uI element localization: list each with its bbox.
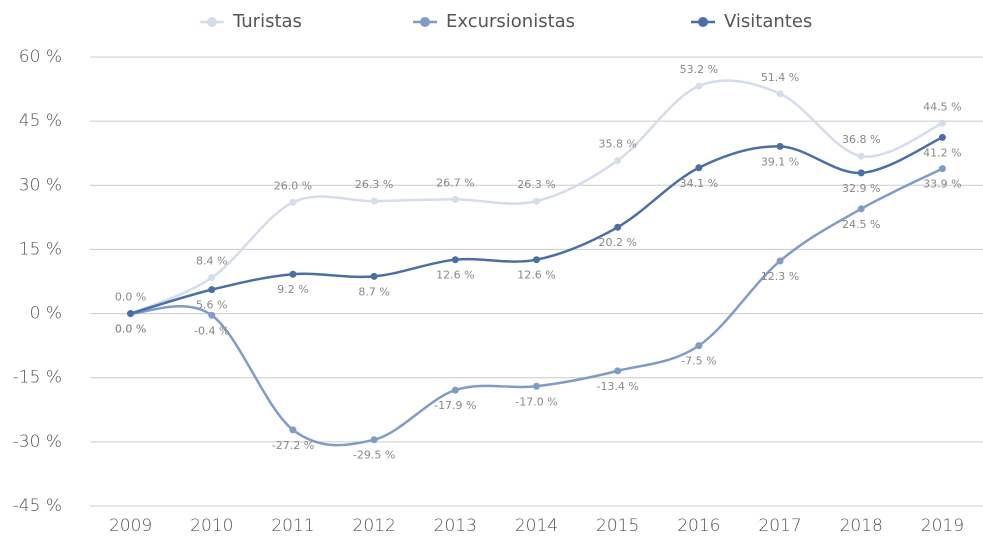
legend-marker: [420, 17, 430, 27]
point: [857, 152, 865, 160]
x-tick-label: 2017: [758, 516, 801, 536]
x-tick-label: 2013: [434, 516, 477, 536]
data-label: 20.2 %: [598, 236, 636, 249]
point: [776, 257, 784, 265]
data-label: 26.7 %: [436, 176, 474, 189]
data-label: 26.3 %: [517, 178, 555, 191]
data-label: -27.2 %: [272, 439, 314, 452]
point: [614, 367, 622, 375]
x-tick-label: 2016: [677, 516, 720, 536]
point: [208, 286, 216, 294]
point: [370, 197, 378, 205]
point: [938, 119, 946, 127]
legend-label: Visitantes: [724, 11, 812, 32]
y-tick-label: 0 %: [30, 304, 62, 324]
data-label: 12.6 %: [517, 269, 555, 282]
x-tick-label: 2018: [840, 516, 883, 536]
data-label: -7.5 %: [681, 355, 716, 368]
legend-marker: [698, 17, 708, 27]
point: [695, 82, 703, 90]
data-label: 26.0 %: [274, 179, 312, 192]
line: [130, 136, 943, 315]
data-label: 8.4 %: [196, 255, 227, 268]
point: [289, 270, 297, 278]
data-label: -29.5 %: [353, 449, 395, 462]
data-label: 39.1 %: [761, 155, 799, 168]
data-label: 53.2 %: [680, 63, 718, 76]
point: [533, 197, 540, 205]
x-tick-label: 2014: [515, 516, 558, 536]
point: [208, 274, 216, 282]
point: [695, 164, 703, 172]
x-tick-label: 2019: [921, 516, 964, 536]
point: [289, 198, 297, 206]
data-label: 8.7 %: [358, 285, 389, 298]
point: [938, 165, 946, 173]
point: [208, 311, 216, 319]
y-tick-label: 45 %: [19, 111, 62, 131]
data-label: 0.0 %: [115, 323, 146, 336]
point: [857, 205, 865, 213]
y-tick-label: -30 %: [13, 432, 62, 452]
data-label: 35.8 %: [598, 137, 636, 150]
point: [451, 386, 459, 394]
y-tick-label: -45 %: [13, 496, 62, 516]
data-label: 33.9 %: [923, 178, 961, 191]
data-label: 26.3 %: [355, 178, 393, 191]
point: [451, 256, 459, 264]
legend-marker: [207, 17, 217, 27]
point: [451, 195, 459, 203]
point: [127, 310, 135, 318]
data-label: 41.2 %: [923, 146, 961, 159]
point: [533, 382, 540, 390]
point: [533, 256, 540, 264]
data-label: 36.8 %: [842, 133, 880, 146]
data-label: 32.9 %: [842, 182, 880, 195]
data-label: -13.4 %: [596, 380, 638, 393]
point: [614, 156, 622, 164]
data-label: 0.0 %: [115, 323, 146, 336]
y-tick-label: 60 %: [19, 47, 62, 67]
x-tick-label: 2009: [109, 516, 152, 536]
data-label: 0.0 %: [115, 291, 146, 304]
point: [614, 223, 622, 231]
y-tick-label: -15 %: [13, 368, 62, 388]
x-tick-label: 2010: [190, 516, 233, 536]
data-label: 5.6 %: [196, 299, 227, 312]
point: [289, 426, 297, 434]
data-label: 34.1 %: [680, 177, 718, 190]
point: [938, 133, 946, 141]
legend-label: Turistas: [232, 11, 302, 32]
legend-label: Excursionistas: [446, 11, 575, 32]
x-tick-label: 2011: [271, 516, 314, 536]
point: [370, 272, 378, 280]
data-label: 44.5 %: [923, 100, 961, 113]
data-label: 9.2 %: [277, 283, 308, 296]
data-label: 12.3 %: [761, 270, 799, 283]
data-label: 24.5 %: [842, 218, 880, 231]
y-tick-label: 15 %: [19, 239, 62, 259]
data-label: 51.4 %: [761, 71, 799, 84]
y-tick-label: 30 %: [19, 175, 62, 195]
x-tick-label: 2015: [596, 516, 639, 536]
data-label: -17.0 %: [515, 395, 557, 408]
point: [857, 169, 865, 177]
x-tick-label: 2012: [353, 516, 396, 536]
point: [776, 142, 784, 150]
point: [776, 90, 784, 98]
data-label: -17.9 %: [434, 399, 476, 412]
point: [695, 342, 703, 350]
data-label: -0.4 %: [194, 324, 229, 337]
data-label: 12.6 %: [436, 269, 474, 282]
point: [370, 436, 378, 444]
